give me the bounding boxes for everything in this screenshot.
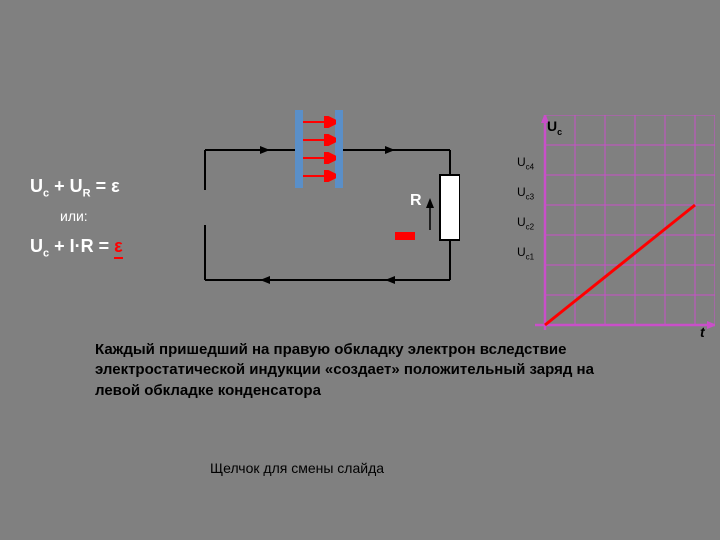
chart-y-title: Uс — [547, 118, 562, 137]
voltage-chart — [475, 115, 715, 350]
equation-1: Uc + UR = ε — [30, 170, 123, 204]
click-note[interactable]: Щелчок для смены слайда — [210, 460, 384, 476]
description-text: Каждый пришедший на правую обкладку элек… — [95, 340, 625, 401]
minus-sign — [395, 232, 415, 240]
equation-or: или: — [60, 204, 123, 229]
chart-y-labels: Uс4 Uс3 Uс2 Uс1 — [517, 155, 534, 275]
chart-x-label: t — [700, 324, 705, 340]
equation-block: Uc + UR = ε или: Uc + I·R = ε — [30, 170, 123, 264]
equation-2: Uc + I·R = ε — [30, 230, 123, 264]
resistor-label: R — [410, 192, 422, 210]
